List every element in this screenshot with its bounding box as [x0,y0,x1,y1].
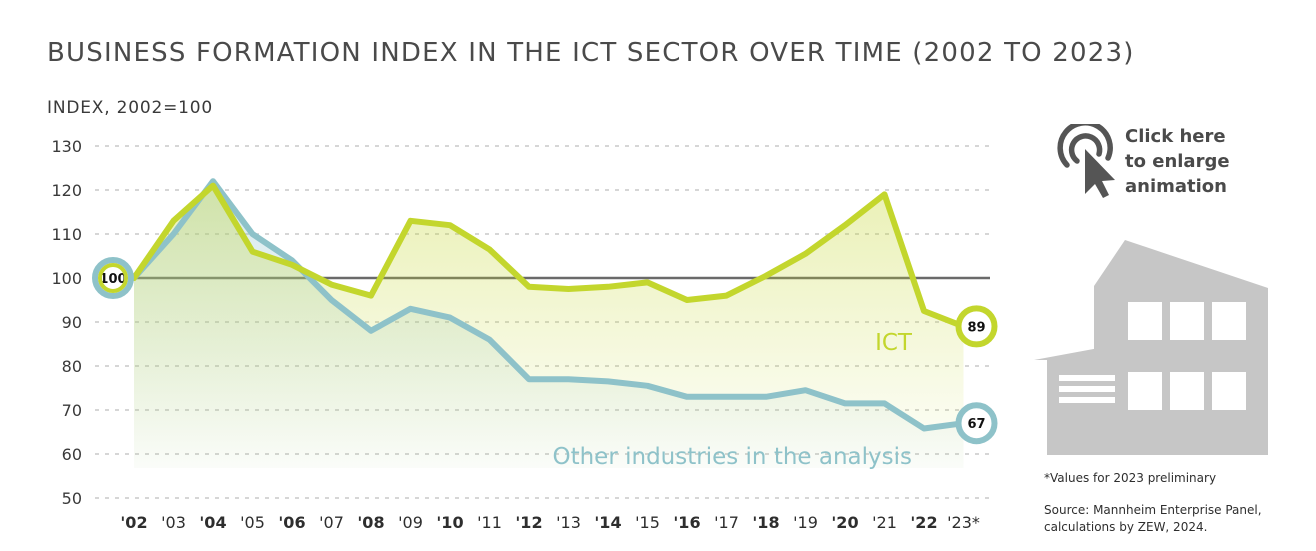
end-marker-other [955,402,998,445]
x-tick-label: '08 [357,513,384,532]
end-marker-ict [955,305,998,348]
x-tick-label: '18 [752,513,779,532]
x-tick-label: '04 [199,513,226,532]
building-icon [1034,240,1268,455]
y-axis-label: INDEX, 2002=100 [47,98,213,118]
x-tick-label: '21 [872,513,897,532]
y-tick-label: 80 [62,357,82,376]
end-marker-other-text: 67 [967,417,985,432]
series-line [131,178,967,432]
x-tick-label: '23* [947,513,980,532]
series-label-ict: ICT [875,330,913,356]
source-note: Source: Mannheim Enterprise Panel, calcu… [1044,502,1262,536]
end-marker-ict-text: 89 [967,320,985,335]
x-tick-label: '15 [635,513,660,532]
start-marker-inner-ring [98,263,128,293]
x-tick-label: '03 [161,513,186,532]
x-tick-label: '09 [398,513,423,532]
series-line [131,182,967,330]
x-tick-label: '05 [240,513,265,532]
y-tick-label: 60 [62,445,82,464]
cta-line-3[interactable]: animation [1125,176,1227,197]
y-tick-label: 110 [51,225,82,244]
x-tick-label: '22 [910,513,937,532]
y-tick-label: 120 [51,181,82,200]
series-label-other: Other industries in the analysis [552,444,912,470]
x-tick-label: '07 [319,513,344,532]
x-tick-label: '17 [714,513,739,532]
source-line-1: Source: Mannheim Enterprise Panel, [1044,503,1262,517]
chart-title: BUSINESS FORMATION INDEX IN THE ICT SECT… [47,38,1135,68]
x-tick-label: '14 [594,513,621,532]
y-tick-label: 90 [62,313,82,332]
x-tick-label: '16 [673,513,700,532]
source-line-2: calculations by ZEW, 2024. [1044,520,1208,534]
click-cursor-icon[interactable] [1054,124,1120,200]
x-tick-label: '12 [515,513,542,532]
y-tick-label: 100 [51,269,82,288]
enlarge-animation-link[interactable]: Click here to enlarge animation [1125,124,1230,199]
x-tick-label: '19 [793,513,818,532]
cta-line-2[interactable]: to enlarge [1125,151,1230,172]
y-tick-label: 70 [62,401,82,420]
start-marker-text: 100 [99,272,126,287]
y-tick-label: 50 [62,489,82,508]
x-tick-label: '06 [278,513,305,532]
x-tick-label: '10 [436,513,463,532]
footnote: *Values for 2023 preliminary [1044,471,1217,485]
x-tick-label: '13 [556,513,581,532]
cta-line-1[interactable]: Click here [1125,126,1226,147]
x-tick-label: '11 [477,513,502,532]
y-tick-label: 130 [51,137,82,156]
x-tick-label: '02 [120,513,147,532]
x-tick-label: '20 [831,513,858,532]
